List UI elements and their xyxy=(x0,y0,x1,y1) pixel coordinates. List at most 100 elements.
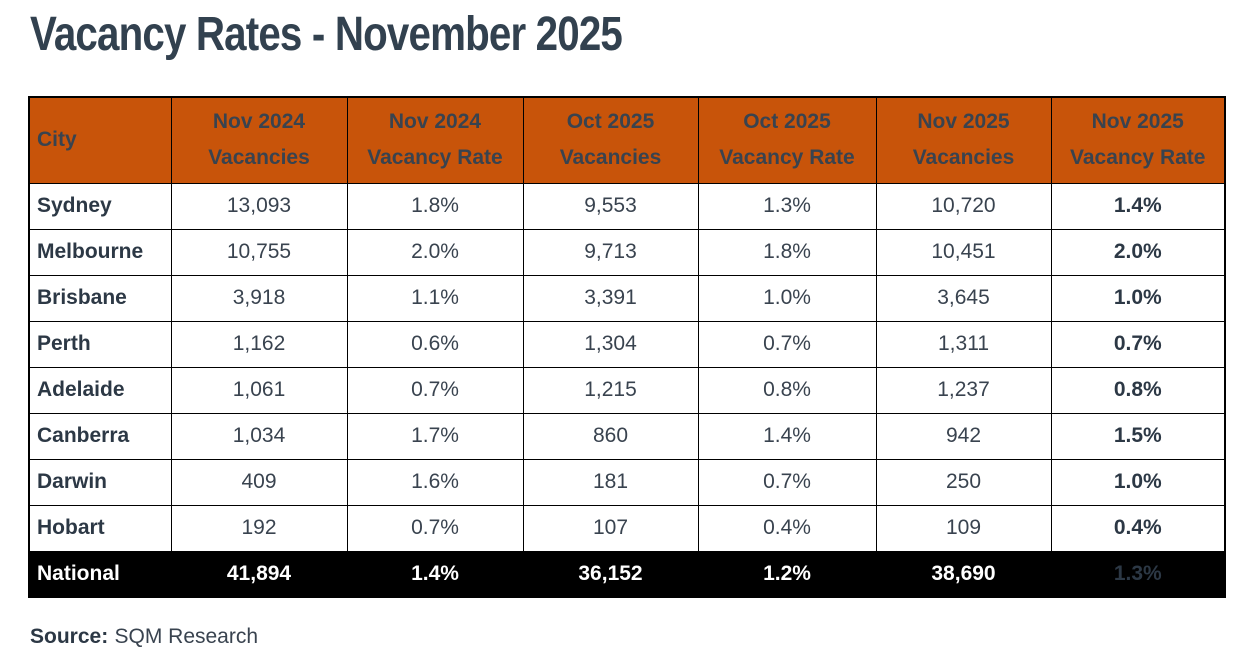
column-header: Nov 2025 Vacancy Rate xyxy=(1050,96,1226,184)
header-row: City Nov 2024 Vacancies Nov 2024 Vacancy Rat… xyxy=(28,96,1226,184)
column-header-line2: Vacancy Rate xyxy=(719,146,855,170)
value-cell: 1.1% xyxy=(346,274,524,322)
value-cell: 10,720 xyxy=(875,182,1052,230)
column-header-line1: Nov 2024 xyxy=(388,110,482,134)
column-header-line1: Nov 2025 xyxy=(917,110,1010,134)
column-header: Oct 2025 Vacancy Rate xyxy=(697,96,877,184)
column-header-line1: Nov 2025 xyxy=(1091,110,1184,134)
table-row: Darwin 409 1.6% 181 0.7% 250 1.0% xyxy=(28,458,1226,506)
value-cell: 942 xyxy=(875,412,1052,460)
vacancy-rates-table: City Nov 2024 Vacancies Nov 2024 Vacancy Rat… xyxy=(28,96,1226,598)
value-cell: 1.8% xyxy=(697,228,877,276)
table-row: Adelaide 1,061 0.7% 1,215 0.8% 1,237 0.8% xyxy=(28,366,1226,414)
source-value: SQM Research xyxy=(114,625,259,648)
value-cell: 0.8% xyxy=(1050,366,1226,414)
value-cell: 1.4% xyxy=(1050,182,1226,230)
value-cell: 10,451 xyxy=(875,228,1052,276)
value-cell: 2.0% xyxy=(1050,228,1226,276)
value-cell: 107 xyxy=(522,504,699,552)
value-cell: 0.4% xyxy=(697,504,877,552)
total-row: National 41,894 1.4% 36,152 1.2% 38,690 1.3% xyxy=(28,550,1226,598)
value-cell: 1.0% xyxy=(697,274,877,322)
value-cell: 3,918 xyxy=(170,274,348,322)
column-header-line1: Oct 2025 xyxy=(566,110,655,134)
table-row: Canberra 1,034 1.7% 860 1.4% 942 1.5% xyxy=(28,412,1226,460)
city-name: Melbourne xyxy=(28,228,172,276)
value-cell: 9,553 xyxy=(522,182,699,230)
value-cell: 250 xyxy=(875,458,1052,506)
value-cell: 1,237 xyxy=(875,366,1052,414)
city-name: Perth xyxy=(28,320,172,368)
value-cell: 1,215 xyxy=(522,366,699,414)
city-name: Canberra xyxy=(28,412,172,460)
city-name: Sydney xyxy=(28,182,172,230)
table-row: Perth 1,162 0.6% 1,304 0.7% 1,311 0.7% xyxy=(28,320,1226,368)
value-cell: 1,034 xyxy=(170,412,348,460)
value-cell: 1.6% xyxy=(346,458,524,506)
value-cell: 1,061 xyxy=(170,366,348,414)
table-row: Hobart 192 0.7% 107 0.4% 109 0.4% xyxy=(28,504,1226,552)
column-header-line2: Vacancies xyxy=(208,146,310,170)
value-cell: 1.2% xyxy=(697,550,877,598)
table-row: Melbourne 10,755 2.0% 9,713 1.8% 10,451 2.0% xyxy=(28,228,1226,276)
page: Vacancy Rates - November 2025 City Nov 20… xyxy=(28,6,1250,649)
source-label: Source: xyxy=(30,625,109,648)
column-header-line1: Oct 2025 xyxy=(743,110,831,134)
page-title: Vacancy Rates - November 2025 xyxy=(30,6,1250,64)
column-header-line2: Vacancies xyxy=(559,146,662,170)
value-cell: 1.3% xyxy=(1050,550,1226,598)
value-cell: 36,152 xyxy=(522,550,699,598)
value-cell: 1,162 xyxy=(170,320,348,368)
value-cell: 1.4% xyxy=(346,550,524,598)
city-name: Adelaide xyxy=(28,366,172,414)
value-cell: 1.5% xyxy=(1050,412,1226,460)
value-cell: 0.8% xyxy=(697,366,877,414)
value-cell: 0.6% xyxy=(346,320,524,368)
column-header-line1: Nov 2024 xyxy=(212,110,306,134)
city-name: Brisbane xyxy=(28,274,172,322)
column-header-line2: Vacancy Rate xyxy=(1070,146,1206,170)
value-cell: 10,755 xyxy=(170,228,348,276)
source-note: Source: SQM Research xyxy=(30,625,1250,649)
value-cell: 0.4% xyxy=(1050,504,1226,552)
value-cell: 0.7% xyxy=(346,366,524,414)
value-cell: 1.3% xyxy=(697,182,877,230)
value-cell: 1.0% xyxy=(1050,274,1226,322)
value-cell: 0.7% xyxy=(346,504,524,552)
column-header-line1: City xyxy=(37,128,77,152)
value-cell: 1.4% xyxy=(697,412,877,460)
value-cell: 192 xyxy=(170,504,348,552)
city-name: National xyxy=(28,550,172,598)
value-cell: 9,713 xyxy=(522,228,699,276)
column-header: Oct 2025 Vacancies xyxy=(522,96,699,184)
value-cell: 38,690 xyxy=(875,550,1052,598)
column-header-line2: Vacancy Rate xyxy=(367,146,503,170)
value-cell: 0.7% xyxy=(1050,320,1226,368)
column-header: City xyxy=(28,96,172,184)
value-cell: 409 xyxy=(170,458,348,506)
value-cell: 3,645 xyxy=(875,274,1052,322)
table-row: Brisbane 3,918 1.1% 3,391 1.0% 3,645 1.0% xyxy=(28,274,1226,322)
value-cell: 1.8% xyxy=(346,182,524,230)
value-cell: 860 xyxy=(522,412,699,460)
column-header: Nov 2025 Vacancies xyxy=(875,96,1052,184)
column-header-line2: Vacancies xyxy=(912,146,1015,170)
value-cell: 1,304 xyxy=(522,320,699,368)
value-cell: 41,894 xyxy=(170,550,348,598)
value-cell: 181 xyxy=(522,458,699,506)
value-cell: 0.7% xyxy=(697,320,877,368)
column-header: Nov 2024 Vacancies xyxy=(170,96,348,184)
page-title-text: Vacancy Rates - November 2025 xyxy=(30,8,623,61)
city-name: Darwin xyxy=(28,458,172,506)
value-cell: 109 xyxy=(875,504,1052,552)
value-cell: 3,391 xyxy=(522,274,699,322)
value-cell: 1.7% xyxy=(346,412,524,460)
value-cell: 1.0% xyxy=(1050,458,1226,506)
value-cell: 2.0% xyxy=(346,228,524,276)
table-row: Sydney 13,093 1.8% 9,553 1.3% 10,720 1.4% xyxy=(28,182,1226,230)
value-cell: 1,311 xyxy=(875,320,1052,368)
table-header: City Nov 2024 Vacancies Nov 2024 Vacancy Rat… xyxy=(28,96,1226,184)
city-name: Hobart xyxy=(28,504,172,552)
value-cell: 0.7% xyxy=(697,458,877,506)
table-body: Sydney 13,093 1.8% 9,553 1.3% 10,720 1.4% Melbo… xyxy=(28,182,1226,598)
